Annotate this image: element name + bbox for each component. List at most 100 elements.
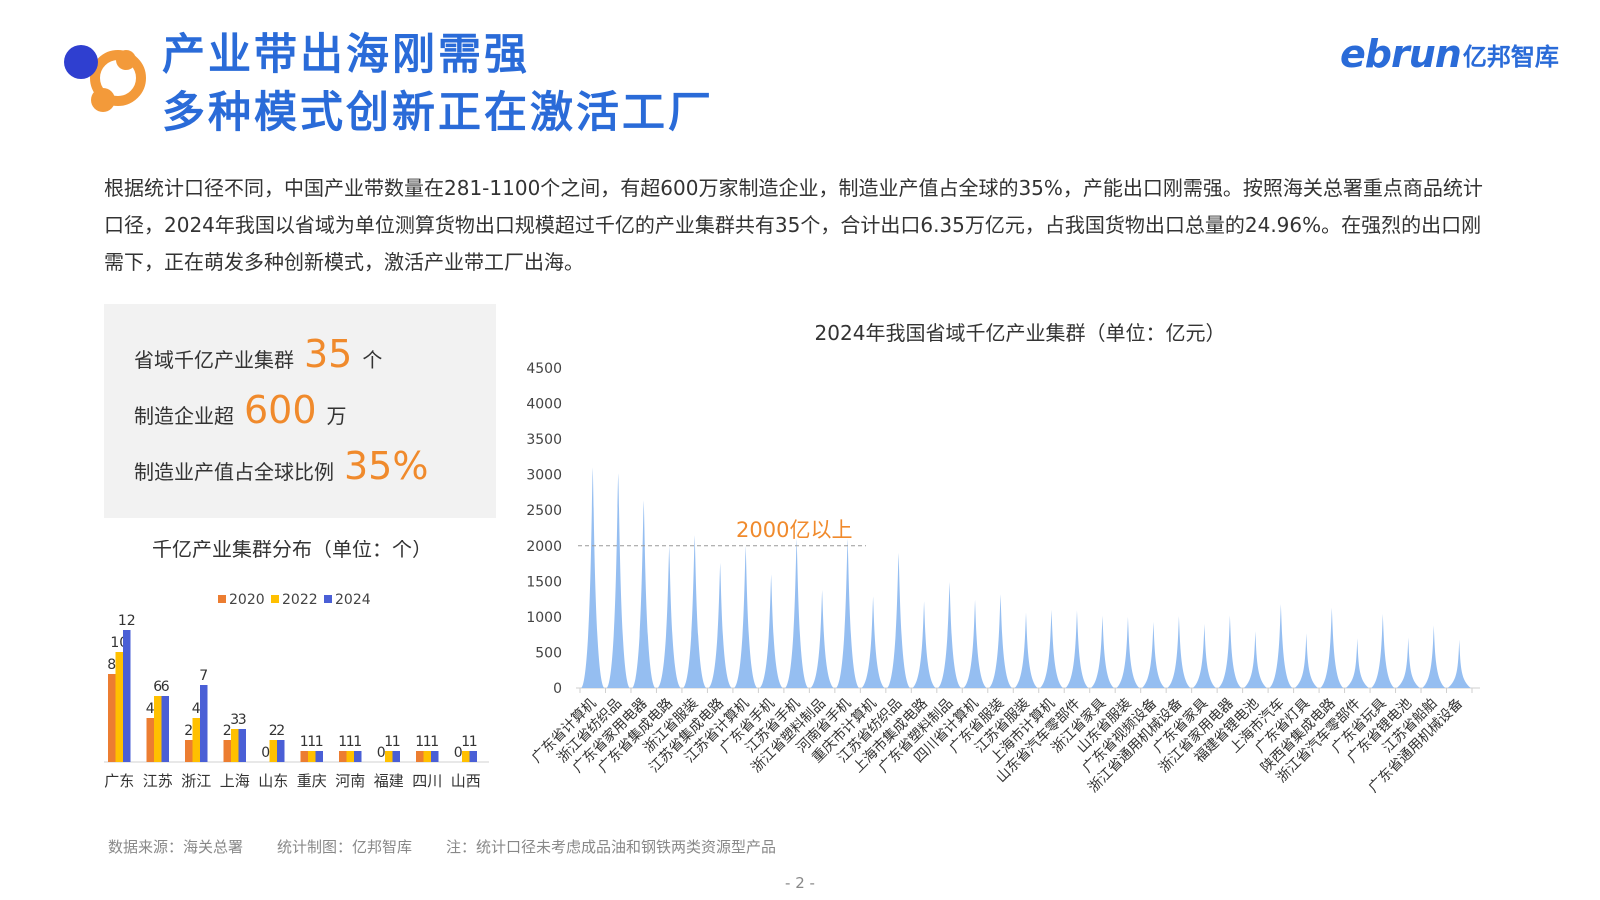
bar [108, 674, 116, 762]
data-label: 1 [353, 734, 362, 750]
section-logo-icon [64, 45, 146, 112]
stat-value: 35% [344, 444, 429, 488]
value-spike [810, 589, 834, 688]
value-spike [606, 473, 630, 688]
x-tick-label: 山西 [451, 772, 481, 790]
value-spike [632, 500, 656, 688]
bar [308, 751, 316, 762]
value-spike [657, 545, 681, 688]
bar [223, 740, 231, 762]
bar [146, 718, 154, 762]
value-spike [734, 545, 758, 688]
value-spike [1090, 615, 1114, 688]
stat-value: 600 [244, 388, 317, 432]
y-tick-label: 3000 [526, 468, 562, 484]
data-label: 0 [377, 745, 386, 761]
bar [123, 630, 131, 762]
bar [423, 751, 431, 762]
stat-value: 35 [304, 332, 353, 376]
value-spike [708, 562, 732, 688]
value-spike [1269, 604, 1293, 688]
value-spike [1371, 614, 1395, 688]
stat-clusters: 省域千亿产业集群 35 个 [134, 332, 382, 376]
bar [354, 751, 362, 762]
data-label: 1 [461, 734, 470, 750]
footer-notes: 数据来源：海关总署 统计制图：亿邦智库 注：统计口径未考虑成品油和钢铁两类资源型… [108, 836, 776, 857]
chart-title: 千亿产业集群分布（单位：个） [152, 540, 432, 561]
page-title: 产业带出海刚需强 多种模式创新正在激活工厂 [162, 26, 714, 142]
value-spike [1218, 615, 1242, 688]
bar [231, 729, 239, 762]
legend-label: 2020 [229, 592, 265, 608]
data-label: 3 [238, 712, 247, 728]
x-tick-label: 江苏 [143, 772, 173, 790]
value-spike [1243, 631, 1267, 688]
value-spike [1116, 616, 1140, 688]
bar [277, 740, 285, 762]
value-spike [1345, 638, 1369, 688]
x-tick-label: 河南 [335, 772, 365, 790]
value-spike [1065, 610, 1089, 688]
data-label: 1 [415, 734, 424, 750]
chart-maker: 统计制图：亿邦智库 [277, 838, 413, 856]
data-label: 6 [153, 679, 162, 695]
value-spike [861, 596, 885, 688]
data-label: 12 [118, 613, 136, 629]
key-stats-panel: 省域千亿产业集群 35 个 制造企业超 600 万 制造业产值占全球比例 35% [104, 304, 496, 518]
data-label: 0 [454, 745, 463, 761]
y-tick-label: 4000 [526, 397, 562, 413]
data-label: 6 [161, 679, 170, 695]
bar [339, 751, 347, 762]
value-spike [1192, 624, 1216, 688]
bar [154, 696, 162, 762]
value-spike [683, 535, 707, 688]
value-spike [1141, 621, 1165, 688]
x-tick-label: 山东 [258, 772, 288, 790]
data-label: 1 [392, 734, 401, 750]
stat-label: 制造企业超 [134, 404, 234, 428]
bar [300, 751, 308, 762]
brand-name-en: ebrun [1340, 32, 1462, 76]
data-label: 1 [346, 734, 355, 750]
title-line-1: 产业带出海刚需强 [162, 30, 530, 80]
data-label: 2 [269, 723, 278, 739]
value-spike [1422, 625, 1446, 688]
cluster-distribution-chart: 千亿产业集群分布（单位：个）2020 2022 202481012广东466江苏24… [104, 540, 489, 790]
province-cluster-chart: 2024年我国省域千亿产业集群（单位：亿元） 0 500 1000 1500 2000 25… [526, 321, 1480, 796]
y-tick-label: 0 [553, 681, 562, 697]
data-label: 0 [261, 745, 270, 761]
value-spike [581, 467, 605, 688]
data-label: 2 [276, 723, 285, 739]
footnote: 注：统计口径未考虑成品油和钢铁两类资源型产品 [446, 838, 777, 856]
data-label: 4 [192, 701, 201, 717]
value-spike [1396, 637, 1420, 688]
y-tick-label: 1000 [526, 610, 562, 626]
reference-label: 2000亿以上 [736, 518, 852, 542]
data-label: 1 [469, 734, 478, 750]
value-spike [963, 599, 987, 688]
value-spike [836, 538, 860, 688]
data-label: 8 [107, 657, 116, 673]
data-label: 1 [423, 734, 432, 750]
value-spike [1014, 612, 1038, 688]
stat-enterprises: 制造企业超 600 万 [134, 388, 347, 432]
bar [385, 751, 393, 762]
bar [161, 696, 169, 762]
brand-name-cn: 亿邦智库 [1462, 42, 1559, 71]
data-label: 1 [315, 734, 324, 750]
legend-swatch [218, 595, 226, 603]
stat-unit: 万 [326, 404, 347, 428]
data-label: 1 [307, 734, 316, 750]
stat-label: 省域千亿产业集群 [134, 348, 294, 372]
y-tick-label: 3500 [526, 432, 562, 448]
y-tick-label: 2500 [526, 503, 562, 519]
data-label: 2 [223, 723, 232, 739]
data-label: 1 [384, 734, 393, 750]
bar [346, 751, 354, 762]
value-spike [1294, 633, 1318, 688]
legend-swatch [271, 595, 279, 603]
data-label: 3 [230, 712, 239, 728]
value-spike [1167, 616, 1191, 688]
x-tick-label: 广东 [104, 772, 134, 790]
bar [115, 652, 123, 762]
